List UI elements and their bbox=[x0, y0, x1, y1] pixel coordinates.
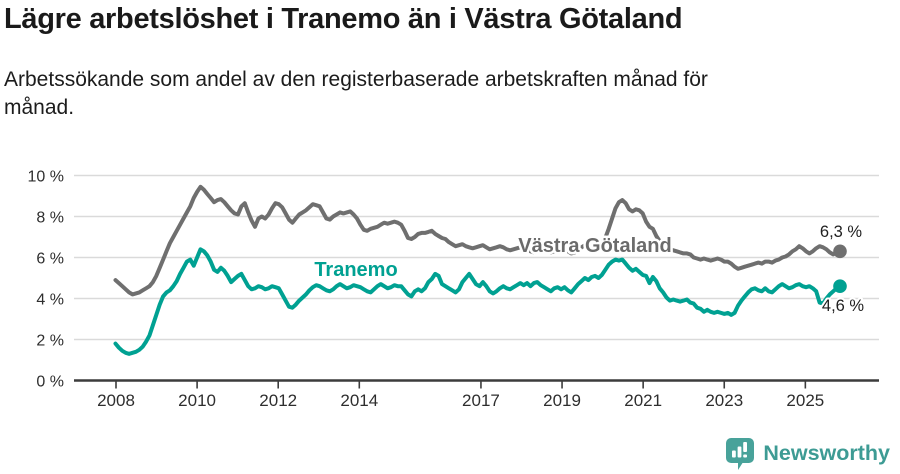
page-subtitle-line2: månad. bbox=[4, 96, 75, 119]
y-axis-label-10pct: 10 % bbox=[28, 169, 64, 186]
page-subtitle-line1: Arbetssökande som andel av den registerb… bbox=[4, 68, 708, 91]
newsworthy-logo-link[interactable]: Newsworthy bbox=[725, 437, 890, 470]
unemployment-line-chart: 0 % 2 % 4 % 6 % 8 % 10 % 2008 2010 2012 2014 2017 2… bbox=[28, 169, 879, 410]
x-axis-label-2010: 2010 bbox=[178, 391, 216, 410]
series-line-tranemo bbox=[113, 247, 842, 356]
series-line-v-stra-g-taland bbox=[113, 184, 842, 297]
y-axis-label-6pct: 6 % bbox=[36, 251, 64, 268]
y-axis-label-2pct: 2 % bbox=[36, 333, 64, 350]
newsworthy-logo-icon bbox=[726, 438, 755, 470]
x-axis-label-2012: 2012 bbox=[259, 391, 297, 410]
x-axis-label-2008: 2008 bbox=[97, 391, 135, 410]
page-title: Lägre arbetslöshet i Tranemo än i Västra… bbox=[4, 3, 683, 35]
newsworthy-brand-text: Newsworthy bbox=[763, 441, 890, 465]
series-label-tranemo: Tranemo bbox=[314, 259, 397, 281]
y-axis-label-4pct: 4 % bbox=[36, 292, 64, 309]
x-axis-label-2023: 2023 bbox=[705, 391, 743, 410]
series-label-v-stra-g-taland: Västra Götaland bbox=[518, 235, 671, 257]
x-axis-label-2017: 2017 bbox=[462, 391, 500, 410]
series-end-dot-tranemo bbox=[833, 279, 847, 294]
x-axis-label-2019: 2019 bbox=[543, 391, 581, 410]
end-value-label-v-stra-g-taland: 6,3 % bbox=[820, 223, 863, 241]
y-axis-label-8pct: 8 % bbox=[36, 210, 64, 227]
x-axis-label-2025: 2025 bbox=[786, 391, 824, 410]
x-axis-label-2021: 2021 bbox=[624, 391, 662, 410]
page-subtitle: Arbetssökande som andel av den registerb… bbox=[4, 66, 864, 122]
series-end-dot-v-stra-g-taland bbox=[833, 244, 847, 259]
y-axis-label-0pct: 0 % bbox=[36, 374, 64, 391]
bar-chart-exclamation-glyph bbox=[732, 442, 748, 458]
end-value-label-tranemo: 4,6 % bbox=[822, 297, 865, 315]
x-axis-label-2014: 2014 bbox=[340, 391, 378, 410]
